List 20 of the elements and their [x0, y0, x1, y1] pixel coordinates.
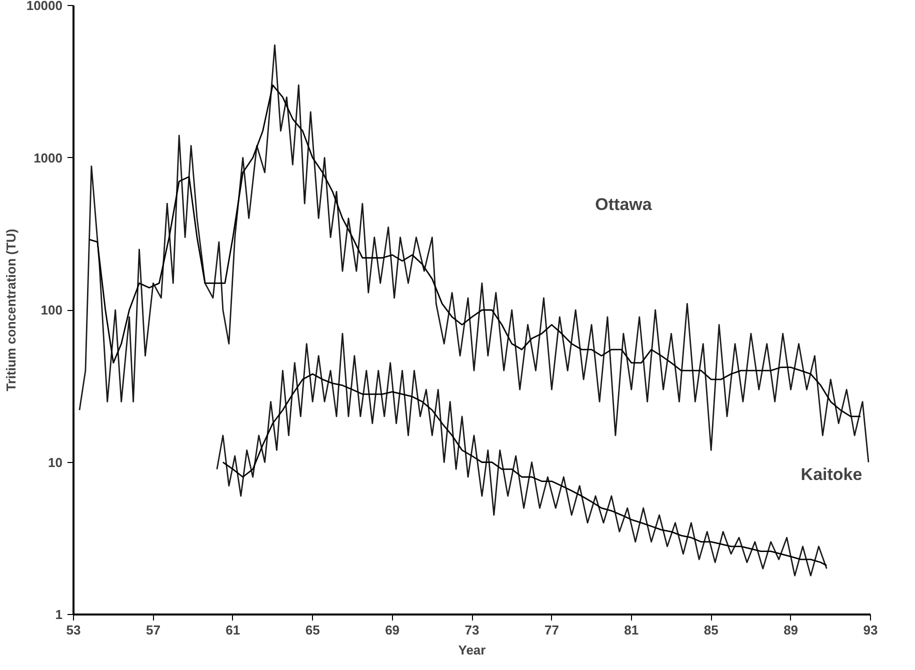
x-tick-label: 61 [226, 622, 240, 638]
x-tick-label: 81 [624, 622, 639, 638]
y-tick-label: 1000 [34, 150, 62, 166]
x-tick-label: 89 [784, 622, 798, 638]
y-tick-label: 100 [40, 302, 63, 318]
x-tick-label: 85 [704, 622, 718, 638]
y-axis-title: Tritium concentration (TU) [3, 228, 18, 392]
y-tick-label: 1 [55, 607, 63, 622]
x-tick-label: 69 [385, 622, 400, 638]
x-tick-label: 53 [66, 622, 81, 638]
x-tick-label: 73 [464, 622, 480, 638]
x-tick-label: 93 [863, 622, 878, 638]
x-tick-label: 57 [146, 622, 160, 638]
annotation: Ottawa [595, 195, 652, 214]
y-tick-label: 10 [48, 454, 63, 470]
y-tick-label: 10000 [26, 0, 63, 13]
x-axis-title: Year [458, 642, 486, 658]
x-tick-label: 65 [305, 622, 320, 638]
x-tick-label: 77 [544, 622, 559, 638]
annotation: Kaitoke [800, 465, 862, 484]
